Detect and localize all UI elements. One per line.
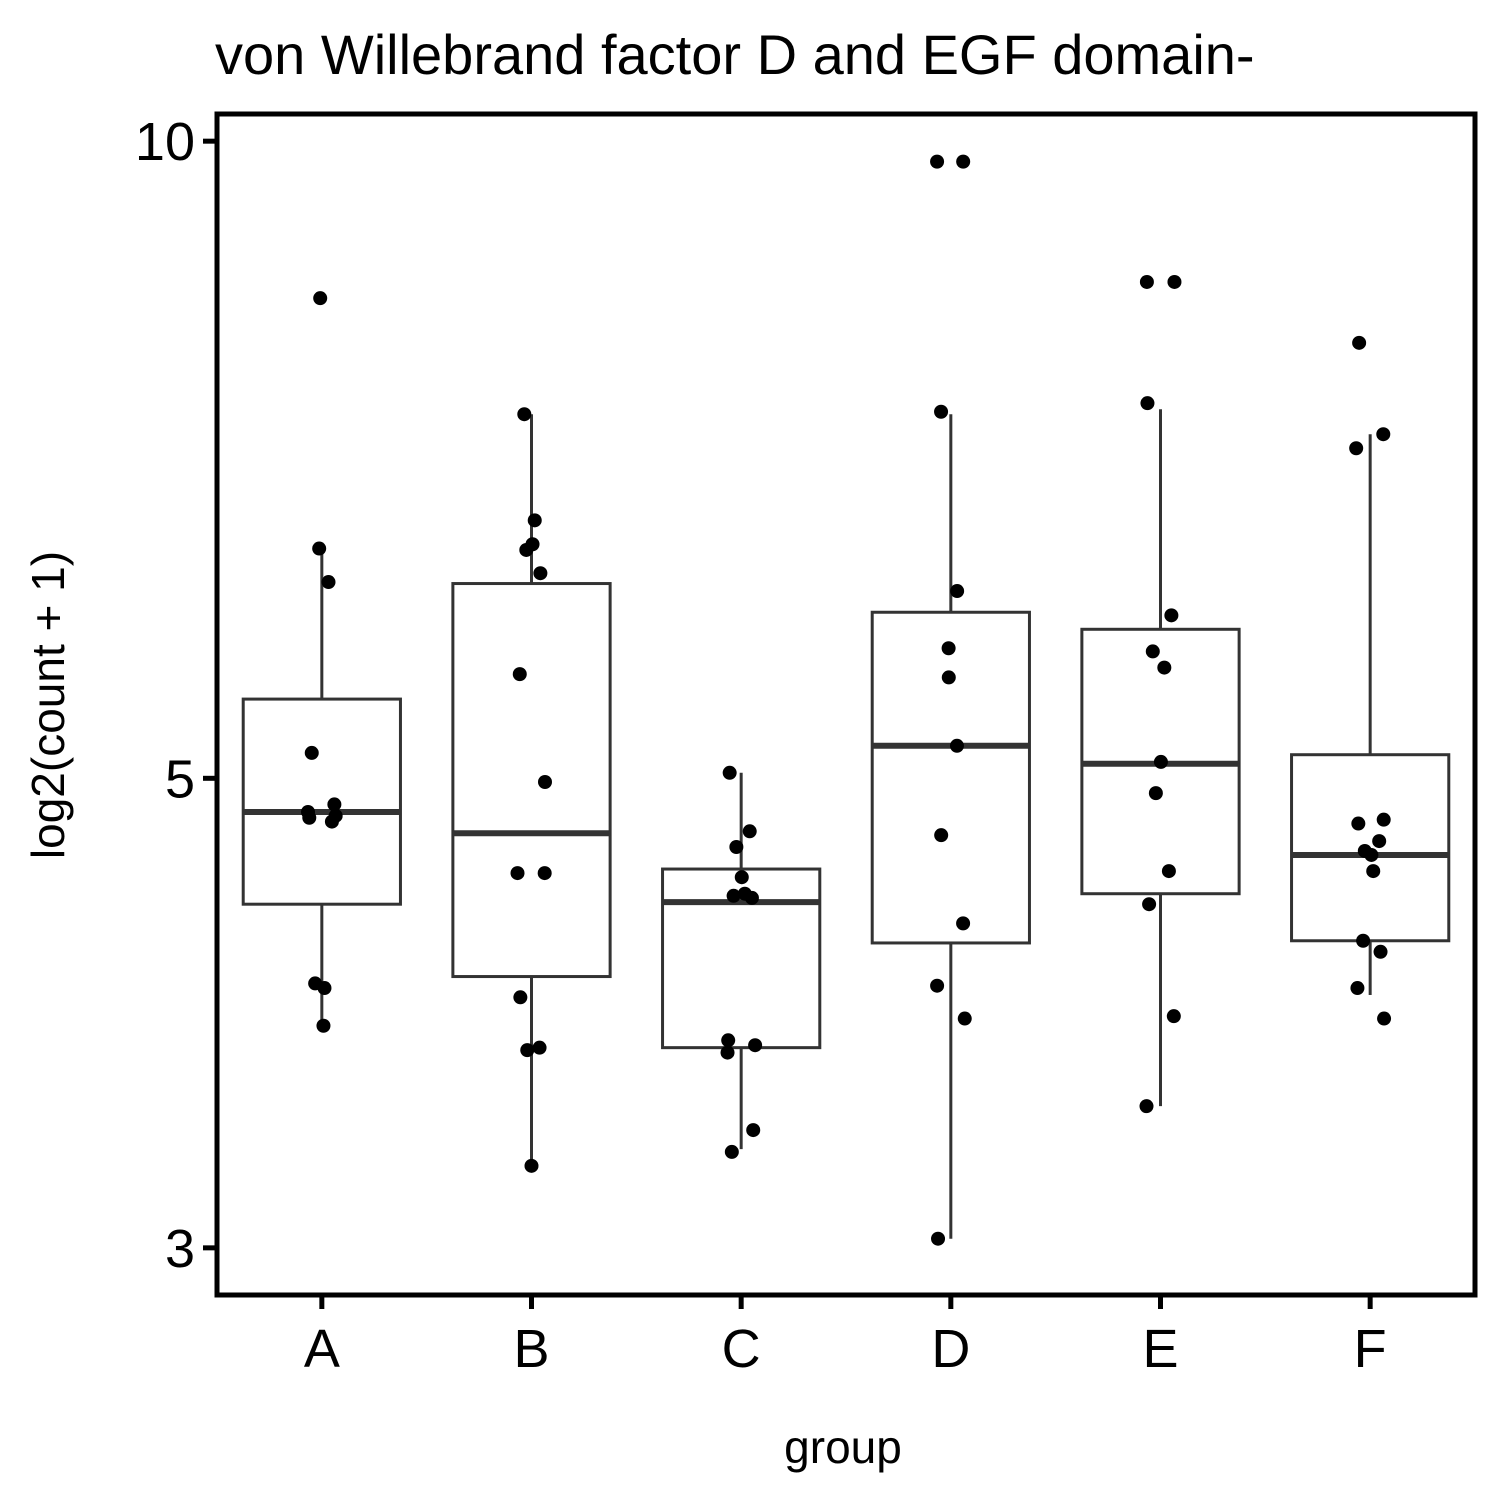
box-group-d [870, 414, 1031, 1239]
box-iqr [451, 582, 612, 979]
data-point [537, 866, 552, 881]
data-point [1373, 944, 1388, 959]
data-point [1350, 981, 1365, 996]
data-point [746, 1123, 761, 1138]
data-point [324, 814, 339, 829]
y-tick-label: 5 [165, 749, 195, 809]
chart-title: von Willebrand factor D and EGF domain- [215, 23, 1255, 86]
data-point [510, 866, 525, 881]
data-point [1377, 1011, 1392, 1026]
data-point [1161, 864, 1176, 879]
data-point [1372, 834, 1387, 849]
data-point [304, 745, 319, 760]
data-point [941, 670, 956, 685]
data-point [316, 1018, 331, 1033]
data-point [524, 1158, 539, 1173]
x-tick-label: F [1354, 1319, 1387, 1379]
x-tick-label: D [931, 1319, 970, 1379]
data-point [930, 978, 945, 993]
data-point [517, 407, 532, 422]
data-point [312, 541, 327, 556]
data-point [327, 797, 342, 812]
points-group-f [1349, 335, 1392, 1026]
data-point [734, 870, 749, 885]
data-point [722, 765, 737, 780]
data-point [520, 1043, 535, 1058]
data-point [720, 1045, 735, 1060]
data-point [302, 810, 317, 825]
data-point [1376, 427, 1391, 442]
box-group-c [661, 772, 822, 1150]
plot-panel-border [214, 111, 1478, 1298]
data-point [1366, 864, 1381, 879]
x-tick-label: E [1142, 1319, 1178, 1379]
data-point [513, 990, 528, 1005]
points-group-a [300, 291, 343, 1033]
data-point [1351, 816, 1366, 831]
data-point [956, 916, 971, 931]
data-point [950, 584, 965, 599]
data-point [512, 667, 527, 682]
data-point [957, 1011, 972, 1026]
points-group-e [1139, 274, 1182, 1114]
data-point [934, 404, 949, 419]
data-point [1142, 897, 1157, 912]
points-group-c [720, 765, 763, 1159]
data-point [317, 981, 332, 996]
data-point [1164, 608, 1179, 623]
x-axis: A B C D E F [304, 1295, 1387, 1379]
box-iqr [241, 697, 402, 906]
data-point [1356, 933, 1371, 948]
data-point [934, 828, 949, 843]
data-point [1349, 441, 1364, 456]
data-point [1376, 812, 1391, 827]
data-point [726, 888, 741, 903]
y-tick-label: 3 [165, 1219, 195, 1279]
points-group-d [930, 154, 972, 1246]
data-point [533, 566, 548, 581]
data-point [931, 1231, 946, 1246]
data-point [1139, 274, 1154, 289]
x-axis-title: group [784, 1421, 902, 1473]
data-point [1148, 786, 1163, 801]
data-point [1352, 335, 1367, 350]
data-point [1140, 396, 1155, 411]
y-axis-title: log2(count + 1) [22, 551, 74, 859]
data-point [1166, 1009, 1181, 1024]
box-group-f [1290, 434, 1451, 995]
data-point [724, 1144, 739, 1159]
x-tick-label: B [513, 1319, 549, 1379]
data-point [1145, 644, 1160, 659]
data-point [742, 824, 757, 839]
box-iqr [870, 610, 1031, 945]
data-point [1139, 1099, 1154, 1114]
data-point [1167, 274, 1182, 289]
data-point [744, 890, 759, 905]
data-point [1153, 754, 1168, 769]
data-point [321, 575, 336, 590]
data-point [519, 542, 534, 557]
plot-content [241, 154, 1451, 1246]
data-point [721, 1033, 736, 1048]
y-tick-label: 10 [135, 112, 195, 172]
data-point [527, 513, 542, 528]
x-tick-label: C [722, 1319, 761, 1379]
data-point [941, 641, 956, 656]
points-group-b [510, 407, 552, 1173]
x-tick-label: A [304, 1319, 340, 1379]
data-point [956, 154, 971, 169]
data-point [532, 1040, 547, 1055]
data-point [729, 839, 744, 854]
data-point [1157, 660, 1172, 675]
box-group-b [451, 414, 612, 1166]
data-point [748, 1038, 763, 1053]
data-point [949, 738, 964, 753]
data-point [930, 154, 945, 169]
data-point [537, 774, 552, 789]
box-group-a [241, 548, 402, 1026]
data-point [1364, 847, 1379, 862]
data-point [313, 291, 328, 306]
y-axis: 3 5 10 [135, 112, 217, 1279]
